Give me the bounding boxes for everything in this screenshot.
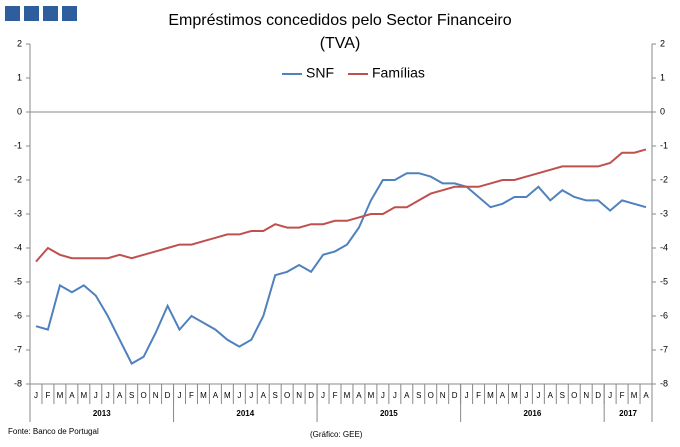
credit-note: (Gráfico: GEE) (310, 430, 363, 439)
x-tick-label: J (249, 391, 253, 400)
x-tick-label: S (273, 391, 278, 400)
x-tick-label: M (368, 391, 375, 400)
y2-tick-label: -3 (660, 208, 668, 218)
y2-tick-label: -5 (660, 276, 668, 286)
year-label: 2015 (380, 409, 398, 418)
x-tick-label: F (189, 391, 194, 400)
x-tick-label: M (487, 391, 494, 400)
y2-tick-label: -7 (660, 344, 668, 354)
y-tick-label: -2 (14, 174, 22, 184)
logo-square (62, 6, 77, 21)
y-tick-label: -4 (14, 242, 22, 252)
y2-tick-label: -2 (660, 174, 668, 184)
year-label: 2016 (523, 409, 541, 418)
y2-tick-label: -1 (660, 140, 668, 150)
year-label: 2017 (619, 409, 637, 418)
x-tick-label: A (404, 391, 410, 400)
x-tick-label: J (393, 391, 397, 400)
logo-square (24, 6, 39, 21)
logo-square (5, 6, 20, 21)
y2-tick-label: 0 (660, 106, 665, 116)
x-tick-label: S (129, 391, 134, 400)
y2-tick-label: -4 (660, 242, 668, 252)
y-tick-label: 0 (17, 106, 22, 116)
x-tick-label: M (224, 391, 231, 400)
x-tick-label: N (440, 391, 446, 400)
x-tick-label: M (80, 391, 87, 400)
x-tick-label: A (117, 391, 123, 400)
year-label: 2014 (236, 409, 254, 418)
x-tick-label: D (452, 391, 458, 400)
x-tick-label: O (284, 391, 290, 400)
y-tick-label: -6 (14, 310, 22, 320)
x-tick-label: J (94, 391, 98, 400)
y2-tick-label: 1 (660, 72, 665, 82)
x-tick-label: J (536, 391, 540, 400)
x-tick-label: M (200, 391, 207, 400)
x-tick-label: A (69, 391, 75, 400)
x-tick-label: J (524, 391, 528, 400)
x-tick-label: F (333, 391, 338, 400)
x-tick-label: M (631, 391, 638, 400)
x-tick-label: J (237, 391, 241, 400)
x-tick-label: J (106, 391, 110, 400)
year-label: 2013 (93, 409, 111, 418)
series-line (35, 172, 647, 365)
x-tick-label: A (261, 391, 267, 400)
x-tick-label: J (321, 391, 325, 400)
x-tick-label: N (296, 391, 302, 400)
source-note: Fonte: Banco de Portugal (8, 427, 99, 436)
x-tick-label: N (583, 391, 589, 400)
x-tick-label: A (548, 391, 554, 400)
y-tick-label: -1 (14, 140, 22, 150)
x-tick-label: S (416, 391, 421, 400)
x-tick-label: N (153, 391, 159, 400)
x-tick-label: M (344, 391, 351, 400)
y2-tick-label: -8 (660, 378, 668, 388)
logo-square (43, 6, 58, 21)
x-tick-label: O (428, 391, 434, 400)
series-line (35, 148, 647, 263)
chart-subtitle: (TVA) (320, 35, 361, 52)
x-tick-label: A (643, 391, 649, 400)
y-tick-label: -8 (14, 378, 22, 388)
x-tick-label: D (165, 391, 171, 400)
y2-tick-label: -6 (660, 310, 668, 320)
chart-title: Empréstimos concedidos pelo Sector Finan… (168, 12, 511, 29)
x-tick-label: M (511, 391, 518, 400)
y-tick-label: -5 (14, 276, 22, 286)
y-tick-label: -7 (14, 344, 22, 354)
x-tick-label: F (476, 391, 481, 400)
x-tick-label: J (608, 391, 612, 400)
x-tick-label: J (381, 391, 385, 400)
x-tick-label: J (34, 391, 38, 400)
x-tick-label: J (465, 391, 469, 400)
x-tick-label: F (620, 391, 625, 400)
x-tick-label: J (178, 391, 182, 400)
x-tick-label: A (213, 391, 219, 400)
x-tick-label: A (356, 391, 362, 400)
x-tick-label: F (45, 391, 50, 400)
x-tick-label: O (571, 391, 577, 400)
y-tick-label: 1 (17, 72, 22, 82)
x-tick-label: D (595, 391, 601, 400)
legend-label: SNF (306, 65, 334, 81)
y-tick-label: 2 (17, 38, 22, 48)
x-tick-label: O (141, 391, 147, 400)
x-tick-label: D (308, 391, 314, 400)
x-tick-label: A (500, 391, 506, 400)
x-tick-label: M (57, 391, 64, 400)
y2-tick-label: 2 (660, 38, 665, 48)
legend-label: Famílias (372, 65, 425, 81)
x-tick-label: S (560, 391, 565, 400)
y-tick-label: -3 (14, 208, 22, 218)
